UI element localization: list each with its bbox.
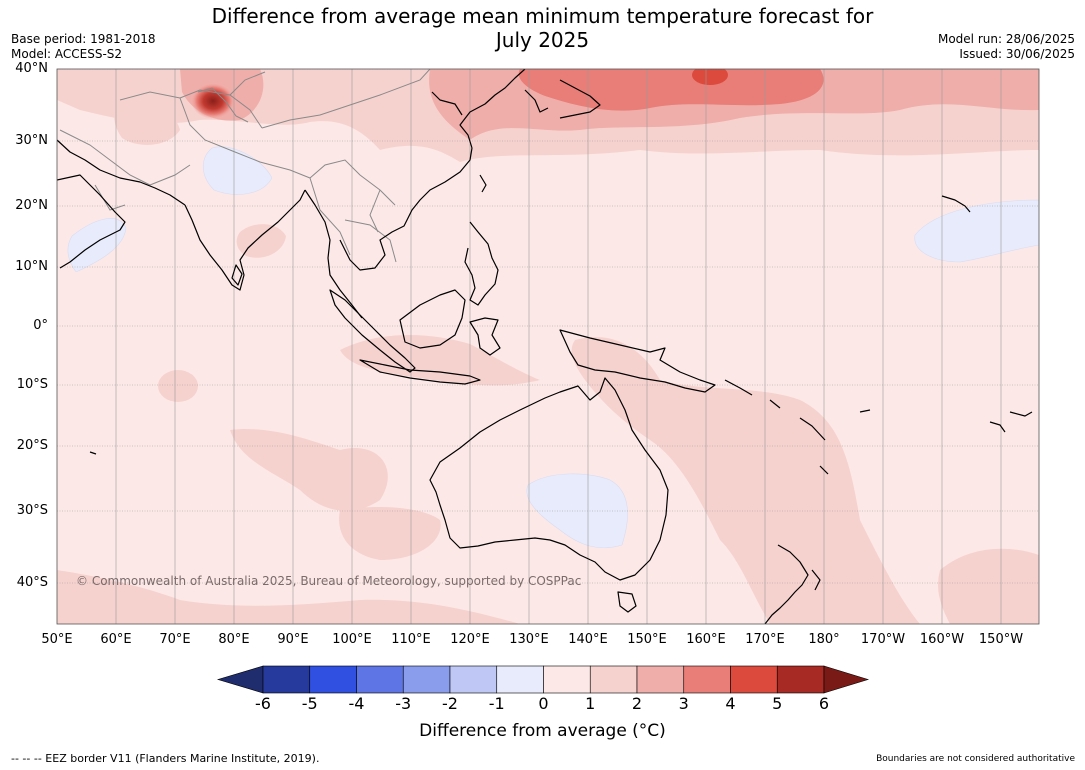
- warm-patch-tropics-east: [571, 336, 920, 624]
- cold-patch-tibet: [202, 146, 273, 195]
- lon-label: 140°E: [568, 632, 608, 647]
- colorbar-cell: [589, 665, 638, 694]
- lat-label: 40°S: [16, 575, 48, 590]
- map-frame: [56, 68, 1040, 625]
- colorbar-cell: [776, 665, 825, 694]
- colorbar-cell: [309, 665, 357, 694]
- eez-border-legend: -- -- -- EEZ border V11 (Flanders Marine…: [11, 752, 320, 765]
- map-title: Difference from average mean minimum tem…: [0, 4, 1085, 52]
- model-run: Model run: 28/06/2025: [937, 32, 1075, 46]
- lon-label: 160°W: [919, 632, 965, 647]
- colorbar-cell: [496, 665, 544, 694]
- anomaly-hotspot-pacific: [692, 69, 728, 85]
- colorbar-tick-label: 2: [631, 694, 643, 713]
- warm-patch-bay: [236, 224, 286, 258]
- warm-patch-south-indian: [339, 507, 441, 560]
- cold-patch-pacific: [914, 199, 1039, 263]
- warm-patch-indian-ocean: [230, 429, 388, 511]
- lon-label: 100°E: [332, 632, 372, 647]
- lon-label: 110°E: [391, 632, 431, 647]
- lat-label: 10°N: [15, 259, 48, 274]
- country-borders: [59, 69, 431, 263]
- lat-label: 30°N: [15, 133, 48, 148]
- colorbar-cell: [543, 665, 591, 694]
- issued-date: Issued: 30/06/2025: [959, 47, 1075, 61]
- colorbar-tick-label: 4: [725, 694, 736, 713]
- lon-label: 80°E: [218, 632, 250, 647]
- title-line-1: Difference from average mean minimum tem…: [211, 4, 874, 28]
- coastlines: [57, 69, 1033, 624]
- colorbar-label: Difference from average (°C): [419, 721, 666, 741]
- himalaya-border: [197, 87, 249, 123]
- warm-patch-small: [158, 370, 198, 402]
- lon-label: 170°E: [745, 632, 785, 647]
- model-name: Model: ACCESS-S2: [11, 47, 123, 61]
- colorbar-tick-label: 3: [678, 694, 689, 713]
- lat-label: 40°N: [15, 61, 48, 76]
- meta-right: Model run: 28/06/2025 Issued: 30/06/2025: [938, 32, 1075, 62]
- lat-label: 20°N: [15, 198, 48, 213]
- colorbar-tick-label: -3: [395, 694, 412, 713]
- colorbar-tick-label: -5: [301, 694, 318, 713]
- colorbar-over-arrow: [823, 665, 870, 694]
- colorbar-cell: [262, 665, 311, 694]
- lon-label: 120°E: [450, 632, 490, 647]
- colorbar-cell: [449, 665, 498, 694]
- lon-label: 180°: [808, 632, 840, 647]
- lon-label: 170°W: [860, 632, 906, 647]
- colorbar-tick-label: -4: [348, 694, 365, 713]
- colorbar-cell: [402, 665, 451, 694]
- lon-label: 50°E: [41, 632, 73, 647]
- colorbar-cell: [356, 665, 404, 694]
- warm-patch-maritime: [340, 334, 540, 386]
- colorbar-tick-label: 6: [818, 694, 830, 713]
- lon-label: 90°E: [277, 632, 309, 647]
- colorbar-tick-label: -1: [488, 694, 505, 713]
- base-period: Base period: 1981-2018: [11, 32, 156, 46]
- lon-label: 130°E: [509, 632, 549, 647]
- colorbar-cell: [636, 665, 685, 694]
- colorbar-tick-label: 1: [585, 694, 596, 713]
- warm-patch-west-china: [114, 99, 180, 145]
- meta-left: Base period: 1981-2018 Model: ACCESS-S2: [11, 32, 156, 62]
- cold-patch-arabian: [67, 218, 127, 273]
- colorbar-tick-label: -6: [255, 694, 271, 713]
- colorbar-cell: [730, 665, 778, 694]
- warm-patch-southwest: [57, 570, 520, 624]
- grid-lines: [57, 69, 1039, 624]
- lat-label: 20°S: [16, 438, 48, 453]
- lon-label: 150°W: [978, 632, 1024, 647]
- lat-label: 0°: [33, 318, 48, 333]
- colorbar-cell: [683, 665, 731, 694]
- boundaries-disclaimer: Boundaries are not considered authoritat…: [876, 754, 1075, 764]
- colorbar: [216, 665, 870, 694]
- colorbar-tick-label: 0: [538, 694, 549, 713]
- copyright-notice: © Commonwealth of Australia 2025, Bureau…: [76, 574, 582, 588]
- colorbar-tick-label: 5: [772, 694, 783, 713]
- lon-label: 60°E: [100, 632, 132, 647]
- lon-label: 160°E: [686, 632, 726, 647]
- lat-label: 10°S: [16, 377, 48, 392]
- lon-label: 70°E: [159, 632, 191, 647]
- lon-label: 150°E: [627, 632, 667, 647]
- lat-label: 30°S: [16, 503, 48, 518]
- colorbar-tick-label: -2: [442, 694, 458, 713]
- colorbar-under-arrow: [216, 665, 264, 694]
- title-line-2: July 2025: [495, 28, 590, 52]
- warm-patch-southeast: [938, 548, 1039, 624]
- anomaly-hotspot-himalaya: [191, 83, 235, 119]
